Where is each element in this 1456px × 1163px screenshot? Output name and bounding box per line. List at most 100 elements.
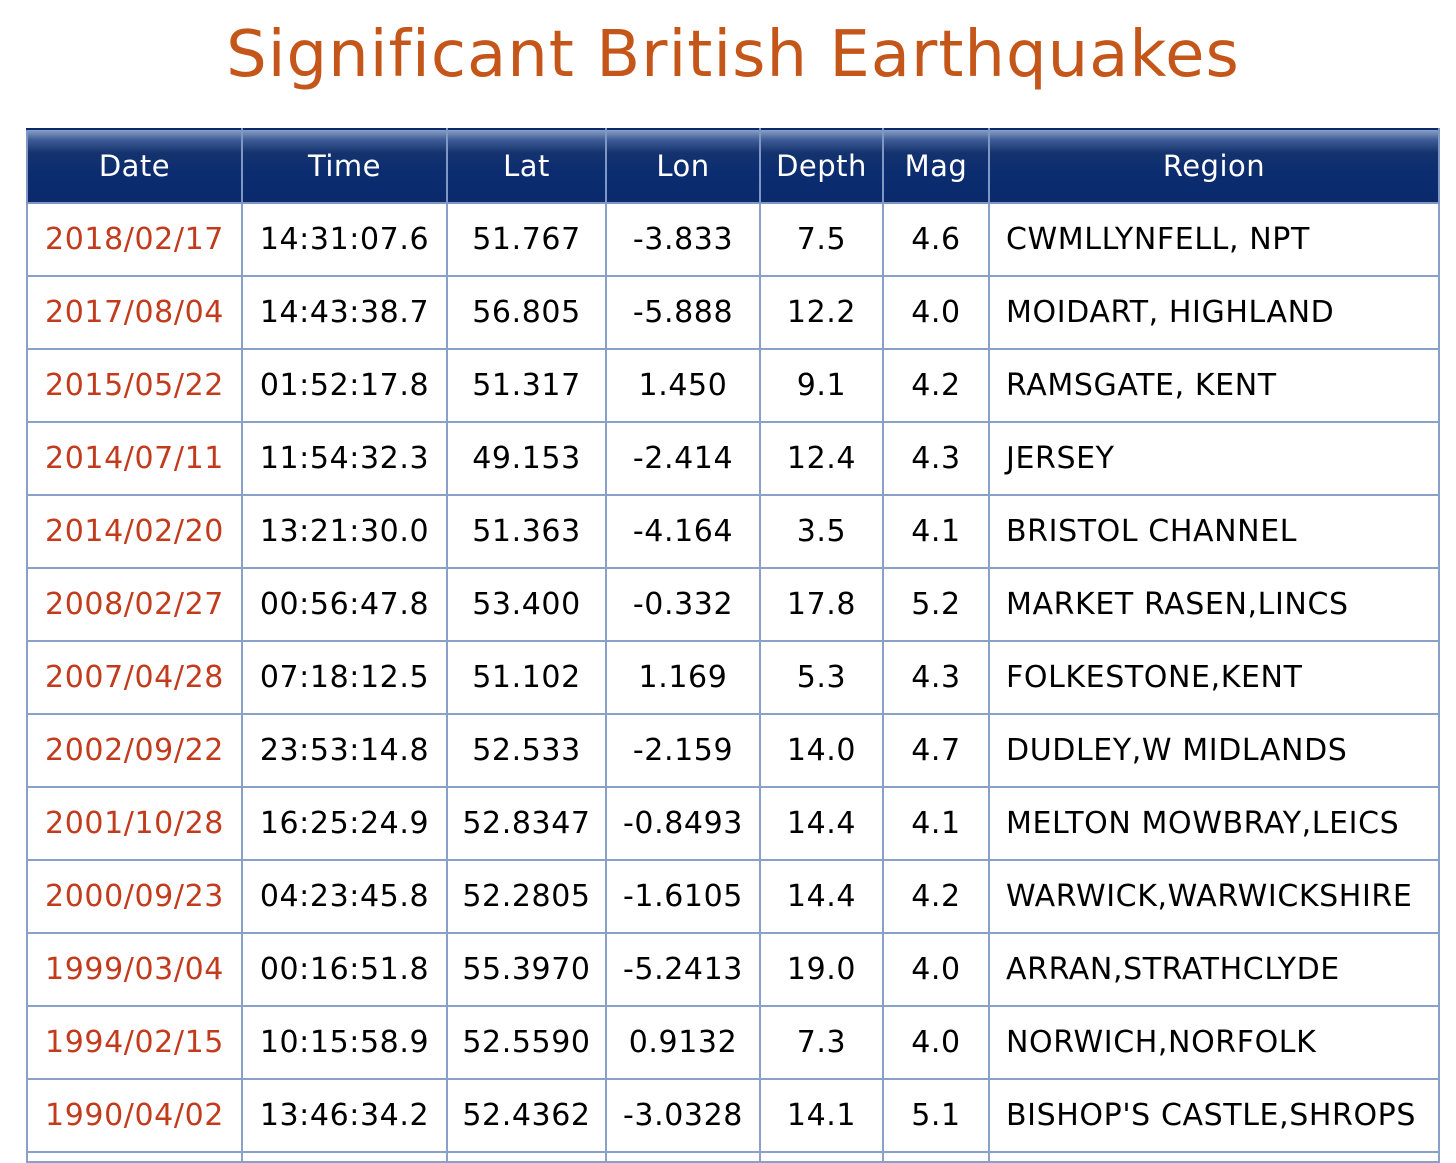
time-cell: 13:46:34.2 [241, 1078, 448, 1153]
mag-cell: 4.3 [882, 640, 990, 715]
lat-cell: 52.533 [446, 713, 607, 788]
region-cell: RAMSGATE, KENT [988, 348, 1440, 423]
lon-cell: -3.0328 [605, 1078, 761, 1153]
mag-cell: 4.6 [882, 202, 990, 277]
column-header-date[interactable]: Date [26, 128, 243, 204]
time-cell: 00:56:47.8 [241, 567, 448, 642]
empty-cell [26, 1151, 243, 1163]
lon-cell: -3.833 [605, 202, 761, 277]
mag-cell: 5.1 [882, 1078, 990, 1153]
region-cell: ARRAN,STRATHCLYDE [988, 932, 1440, 1007]
mag-cell: 4.0 [882, 1005, 990, 1080]
date-cell[interactable]: 2015/05/22 [26, 348, 243, 423]
table-body: 2018/02/17 14:31:07.6 51.767 -3.833 7.5 4.6 CW… [26, 202, 1440, 1163]
column-header-time[interactable]: Time [241, 128, 448, 204]
mag-cell: 4.0 [882, 275, 990, 350]
lat-cell: 55.3970 [446, 932, 607, 1007]
depth-cell: 3.5 [759, 494, 884, 569]
date-cell[interactable]: 1999/03/04 [26, 932, 243, 1007]
lat-cell: 51.102 [446, 640, 607, 715]
empty-cell [759, 1151, 884, 1163]
depth-cell: 7.5 [759, 202, 884, 277]
date-cell[interactable]: 2018/02/17 [26, 202, 243, 277]
lon-cell: -0.332 [605, 567, 761, 642]
column-header-mag[interactable]: Mag [882, 128, 990, 204]
empty-cell [446, 1151, 607, 1163]
region-cell: MARKET RASEN,LINCS [988, 567, 1440, 642]
date-cell[interactable]: 2000/09/23 [26, 859, 243, 934]
region-cell: CWMLLYNFELL, NPT [988, 202, 1440, 277]
time-cell: 23:53:14.8 [241, 713, 448, 788]
region-cell: MOIDART, HIGHLAND [988, 275, 1440, 350]
lon-cell: -2.414 [605, 421, 761, 496]
table-header-row: Date Time Lat Lon Depth Mag Region [26, 128, 1440, 204]
table-row: 2017/08/04 14:43:38.7 56.805 -5.888 12.2 4.0 M… [26, 275, 1440, 350]
table-row: 2008/02/27 00:56:47.8 53.400 -0.332 17.8 5.2 M… [26, 567, 1440, 642]
date-cell[interactable]: 1994/02/15 [26, 1005, 243, 1080]
time-cell: 01:52:17.8 [241, 348, 448, 423]
table-row: 1990/04/02 13:46:34.2 52.4362 -3.0328 14.1 5.… [26, 1078, 1440, 1153]
lon-cell: 0.9132 [605, 1005, 761, 1080]
table-row: 2007/04/28 07:18:12.5 51.102 1.169 5.3 4.3 FOL… [26, 640, 1440, 715]
lat-cell: 52.8347 [446, 786, 607, 861]
mag-cell: 4.1 [882, 786, 990, 861]
lon-cell: -5.2413 [605, 932, 761, 1007]
lat-cell: 52.2805 [446, 859, 607, 934]
mag-cell: 4.7 [882, 713, 990, 788]
date-cell[interactable]: 2001/10/28 [26, 786, 243, 861]
date-cell[interactable]: 2007/04/28 [26, 640, 243, 715]
column-header-lat[interactable]: Lat [446, 128, 607, 204]
depth-cell: 14.4 [759, 859, 884, 934]
mag-cell: 4.2 [882, 859, 990, 934]
depth-cell: 14.0 [759, 713, 884, 788]
depth-cell: 19.0 [759, 932, 884, 1007]
mag-cell: 5.2 [882, 567, 990, 642]
table-row: 1999/03/04 00:16:51.8 55.3970 -5.2413 19.0 4.… [26, 932, 1440, 1007]
date-cell[interactable]: 1990/04/02 [26, 1078, 243, 1153]
lat-cell: 51.767 [446, 202, 607, 277]
table-row: 2002/09/22 23:53:14.8 52.533 -2.159 14.0 4.7 D… [26, 713, 1440, 788]
time-cell: 13:21:30.0 [241, 494, 448, 569]
time-cell: 00:16:51.8 [241, 932, 448, 1007]
column-header-depth[interactable]: Depth [759, 128, 884, 204]
region-cell: JERSEY [988, 421, 1440, 496]
time-cell: 11:54:32.3 [241, 421, 448, 496]
lat-cell: 52.4362 [446, 1078, 607, 1153]
lat-cell: 53.400 [446, 567, 607, 642]
lon-cell: 1.450 [605, 348, 761, 423]
time-cell: 04:23:45.8 [241, 859, 448, 934]
date-cell[interactable]: 2014/02/20 [26, 494, 243, 569]
lon-cell: -5.888 [605, 275, 761, 350]
lat-cell: 51.363 [446, 494, 607, 569]
column-header-region[interactable]: Region [988, 128, 1440, 204]
depth-cell: 14.1 [759, 1078, 884, 1153]
page-title: Significant British Earthquakes [226, 18, 1240, 92]
column-header-lon[interactable]: Lon [605, 128, 761, 204]
lat-cell: 56.805 [446, 275, 607, 350]
time-cell: 14:31:07.6 [241, 202, 448, 277]
region-cell: MELTON MOWBRAY,LEICS [988, 786, 1440, 861]
depth-cell: 12.2 [759, 275, 884, 350]
lon-cell: 1.169 [605, 640, 761, 715]
table-row: 2014/02/20 13:21:30.0 51.363 -4.164 3.5 4.1 BR… [26, 494, 1440, 569]
table-row: 2001/10/28 16:25:24.9 52.8347 -0.8493 14.4 4.… [26, 786, 1440, 861]
lat-cell: 49.153 [446, 421, 607, 496]
empty-cell [882, 1151, 990, 1163]
lon-cell: -0.8493 [605, 786, 761, 861]
depth-cell: 9.1 [759, 348, 884, 423]
time-cell: 14:43:38.7 [241, 275, 448, 350]
date-cell[interactable]: 2002/09/22 [26, 713, 243, 788]
date-cell[interactable]: 2008/02/27 [26, 567, 243, 642]
region-cell: NORWICH,NORFOLK [988, 1005, 1440, 1080]
depth-cell: 5.3 [759, 640, 884, 715]
date-cell[interactable]: 2017/08/04 [26, 275, 243, 350]
region-cell: DUDLEY,W MIDLANDS [988, 713, 1440, 788]
mag-cell: 4.3 [882, 421, 990, 496]
table-row: 2014/07/11 11:54:32.3 49.153 -2.414 12.4 4.3 J… [26, 421, 1440, 496]
table-row: 2000/09/23 04:23:45.8 52.2805 -1.6105 14.4 4.… [26, 859, 1440, 934]
mag-cell: 4.0 [882, 932, 990, 1007]
date-cell[interactable]: 2014/07/11 [26, 421, 243, 496]
lat-cell: 52.5590 [446, 1005, 607, 1080]
time-cell: 07:18:12.5 [241, 640, 448, 715]
earthquake-table: Date Time Lat Lon Depth Mag Region 2018/… [26, 128, 1440, 1163]
